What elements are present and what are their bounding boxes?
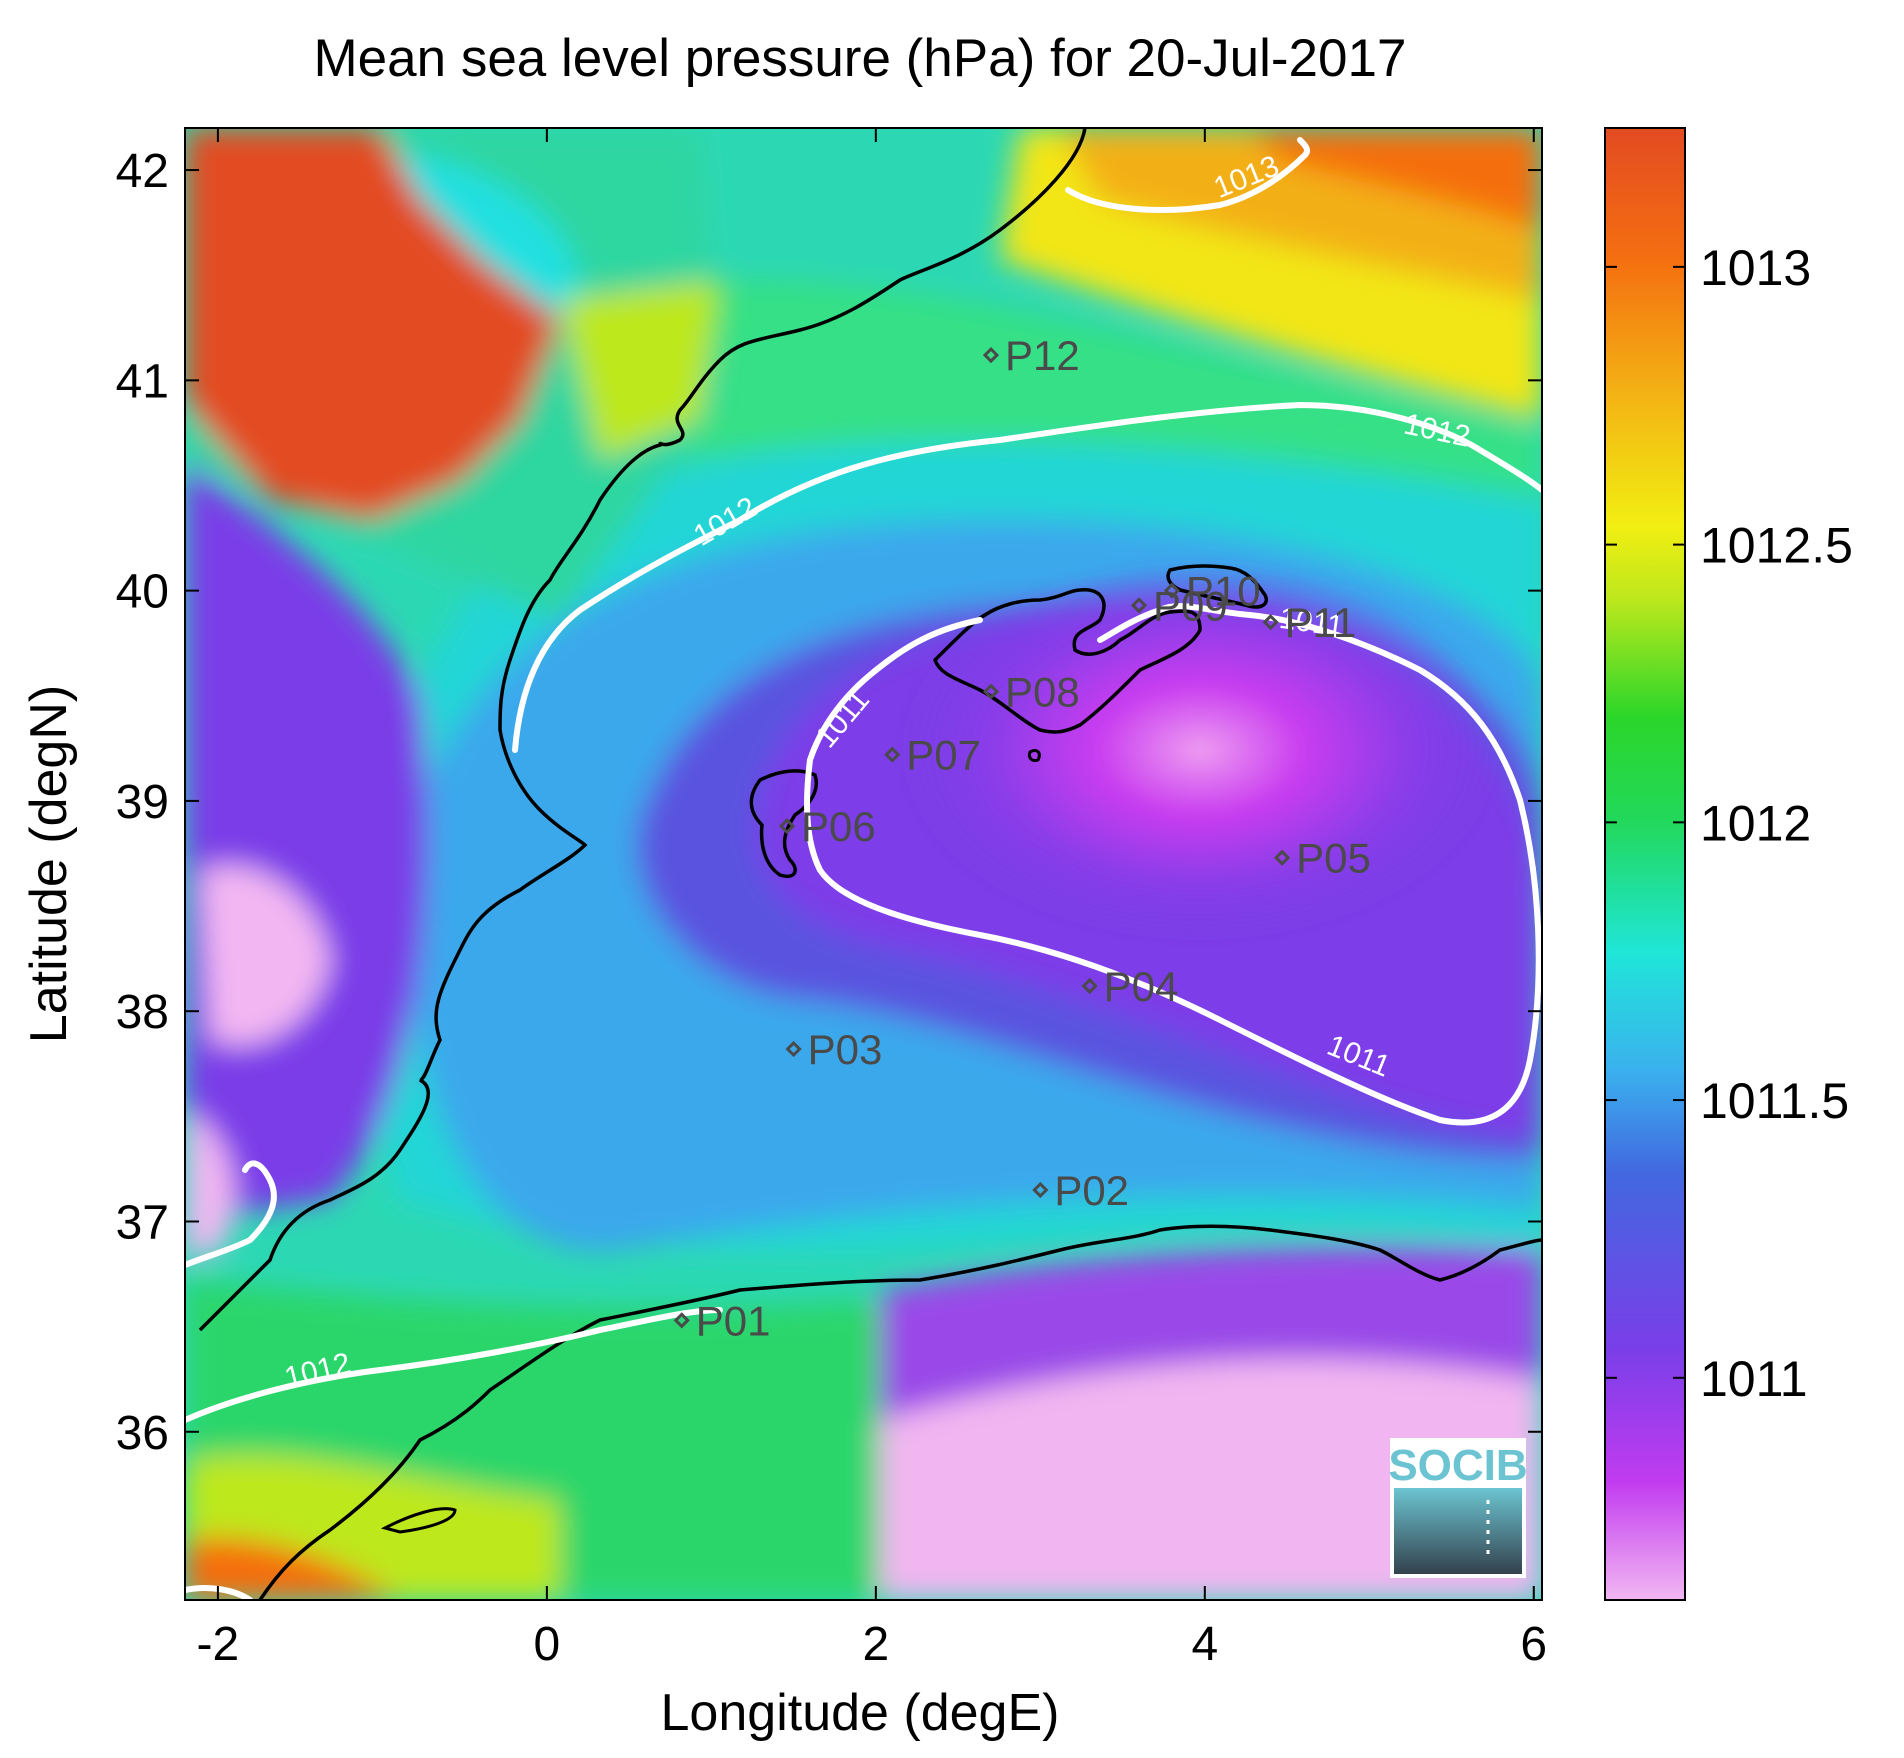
station-label: P12 [1005,332,1080,379]
station-p12: P12 [982,332,1080,379]
chart-title: Mean sea level pressure (hPa) for 20-Jul… [314,29,1407,88]
station-marker [673,1312,690,1329]
x-tick-label: -2 [197,1618,240,1671]
plot-frame [184,127,1543,1601]
colorbar-tick-label: 1012.5 [1700,518,1853,574]
station-marker [1032,1181,1049,1199]
y-tick-label: 38 [116,986,169,1039]
station-label: P06 [801,803,876,850]
station-marker [982,346,1000,364]
x-tick-label: 2 [862,1618,889,1671]
x-axis-label: Longitude (degE) [661,1684,1060,1742]
y-tick-label: 36 [116,1407,169,1460]
station-marker [1262,614,1279,631]
station-marker [1081,977,1098,995]
station-marker [785,1040,802,1058]
station-marker [1273,849,1291,866]
station-label: P07 [906,732,981,779]
station-label: P05 [1296,835,1371,882]
station-p05: P05 [1273,835,1371,882]
x-tick-label: 0 [534,1618,561,1671]
colorbar: 1011 1011.5 1012 1012.5 1013 [1604,127,1853,1601]
station-label: P01 [696,1297,771,1344]
station-p03: P03 [785,1026,883,1073]
plot-area: 1013 1012 1012 1011 1011 1011 1012 P01P0… [185,128,1542,1600]
colorbar-ticks: 1011 1011.5 1012 1012.5 1013 [1605,240,1853,1407]
station-label: P11 [1285,599,1357,646]
y-tick-label: 37 [116,1196,169,1249]
y-tick-label: 40 [116,566,169,619]
y-tick-label: 41 [116,355,169,408]
colorbar-tick-label: 1011.5 [1700,1073,1849,1129]
station-label: P03 [808,1026,883,1073]
colorbar-gradient [1604,127,1686,1601]
station-marker [1130,597,1148,614]
x-tick-label: 4 [1191,1618,1218,1671]
y-axis: 36 37 38 39 40 41 42 [116,145,1542,1460]
station-label: P08 [1005,669,1080,716]
colorbar-tick-label: 1012 [1700,795,1811,851]
x-tick-label: 6 [1520,1618,1547,1671]
colorbar-tick-label: 1011 [1700,1351,1808,1407]
station-marker [1163,582,1181,599]
y-tick-label: 42 [116,145,169,198]
station-marker [884,746,901,763]
station-marker [778,818,796,835]
station-marker [982,683,1000,700]
y-axis-label: Latitude (degN) [20,685,78,1043]
station-label: P10 [1186,568,1261,615]
station-label: P02 [1054,1167,1129,1214]
station-p06: P06 [778,803,876,850]
station-p07: P07 [884,732,981,779]
contour-lines [185,137,1542,1600]
station-p02: P02 [1032,1167,1129,1214]
colorbar-tick-label: 1013 [1700,240,1811,296]
x-axis: -2 0 2 4 6 [197,128,1547,1671]
station-p01: P01 [673,1297,771,1344]
station-label: P04 [1104,963,1179,1010]
svg-text:SOCIB: SOCIB [1388,1441,1527,1490]
socib-logo: SOCIB [1388,1438,1528,1578]
station-p04: P04 [1081,963,1179,1010]
station-p08: P08 [982,669,1080,716]
y-tick-label: 39 [116,776,169,829]
station-p11: P11 [1262,599,1357,646]
station-p10: P10 [1163,568,1261,615]
